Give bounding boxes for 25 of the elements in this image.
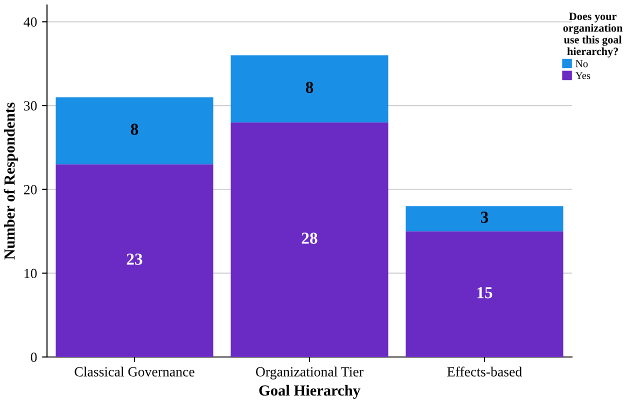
legend-title: Does your organization use this goal hierarchy? [563,12,623,58]
bar [230,55,388,122]
legend-label: No [576,60,588,68]
x-tick-label: Organizational Tier [256,366,364,380]
y-axis-title: Number of Respondents [4,102,18,260]
data-label: 28 [302,232,318,244]
x-tick-label: Classical Governance [74,366,194,376]
data-label: 23 [126,254,142,265]
bar [230,122,388,357]
x-tick-label: Effects-based [447,366,522,376]
y-tick-label: 20 [24,184,37,194]
y-tick-label: 10 [24,268,37,278]
bar [56,97,214,164]
data-label: 8 [130,124,138,135]
bar [56,164,214,357]
data-label: 3 [480,212,488,223]
legend-label: Yes [575,72,590,80]
y-tick-label: 30 [24,101,37,111]
y-tick-label: 0 [30,352,37,362]
x-axis-title: Goal Hierarchy [259,384,360,399]
data-label: 8 [306,82,314,93]
y-tick-label: 40 [24,17,37,27]
bar [406,206,564,232]
data-label: 15 [478,287,492,298]
bar [406,231,564,357]
